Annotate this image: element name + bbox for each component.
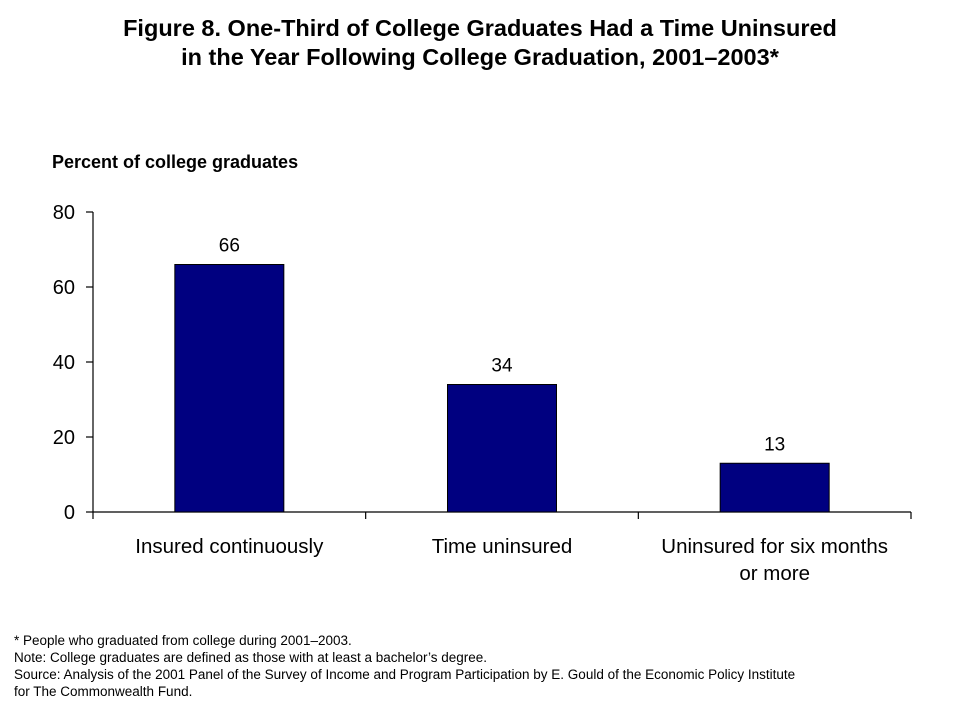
bar [719,462,830,513]
chart-notes: * People who graduated from college duri… [14,632,954,700]
category-label: Uninsured for six months [661,535,888,558]
y-axis-label: Percent of college graduates [52,152,299,172]
bar [447,384,557,513]
bar-chart: 0 20 40 60 80 66 Insured continuously 34 Time un… [53,202,912,585]
chart-title: Figure 8. One-Third of College Graduates… [0,14,960,72]
note: Note: College graduates are defined as t… [14,650,488,665]
data-label: 13 [764,434,785,455]
y-tick-label: 60 [53,277,75,299]
y-tick-label: 80 [53,202,75,224]
source-line-1: Source: Analysis of the 2001 Panel of th… [14,667,796,682]
category-label: Insured continuously [135,535,324,558]
source-line-2: for The Commonwealth Fund. [14,684,193,699]
y-tick-label: 40 [53,352,75,374]
chart-title-line-2: in the Year Following College Graduation… [181,44,779,70]
y-tick-label: 0 [64,502,75,524]
category-label: Time uninsured [432,535,573,558]
category-label: or more [739,562,810,585]
data-label: 66 [219,236,240,257]
chart-title-line-1: Figure 8. One-Third of College Graduates… [123,15,837,41]
footnote: * People who graduated from college duri… [14,633,352,648]
bar [174,264,285,513]
y-tick-label: 20 [53,427,75,449]
data-label: 34 [491,356,513,377]
